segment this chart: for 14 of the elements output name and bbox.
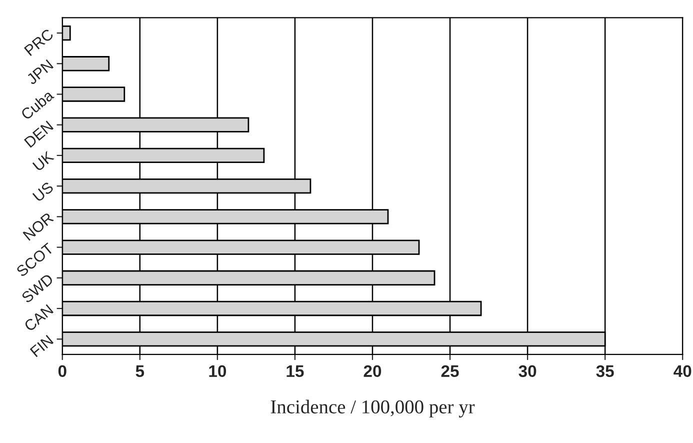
- x-tick-label: 40: [674, 365, 692, 378]
- x-axis-title: Incidence / 100,000 per yr: [270, 400, 475, 418]
- x-tick-label: 5: [136, 365, 144, 378]
- x-tick-label: 25: [441, 365, 459, 378]
- x-tick-label: 0: [58, 365, 66, 378]
- x-tick-label: 15: [286, 365, 304, 378]
- x-tick-label: 10: [209, 365, 226, 378]
- y-tick-label: UK: [32, 150, 54, 172]
- x-tick-label: 35: [596, 365, 614, 378]
- x-tick-label: 30: [518, 365, 536, 378]
- y-tick-label: US: [32, 181, 54, 202]
- y-tick-label: JPN: [26, 59, 54, 86]
- y-tick-label: FIN: [30, 334, 54, 358]
- x-tick-label: 20: [364, 365, 382, 378]
